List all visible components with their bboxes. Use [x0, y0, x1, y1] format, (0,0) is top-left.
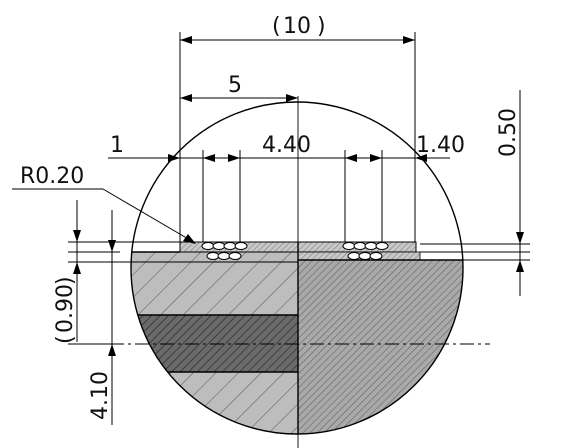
core-band-hatch [131, 315, 298, 372]
arrow-icon [108, 344, 116, 356]
paren-open: ( [272, 14, 281, 39]
paren-close-ref: ) [53, 276, 78, 285]
radius-leader [102, 188, 191, 241]
weld-bead-right [342, 242, 389, 260]
paren-open-ref: ( [53, 335, 78, 344]
arrow-icon [415, 154, 427, 162]
arrow-icon [403, 36, 415, 44]
arrow-icon [516, 260, 524, 272]
arrow-icon [108, 240, 116, 252]
dim-corner-radius: R0.20 [20, 164, 84, 189]
arrow-icon [516, 232, 524, 244]
arrow-icon [168, 154, 180, 162]
paren-close: ) [317, 14, 326, 39]
arrow-icon [228, 154, 240, 162]
dim-top-thickness: 0.50 [496, 108, 521, 157]
arrow-icon [180, 36, 192, 44]
arrow-icon [73, 230, 81, 242]
arrow-icon [203, 154, 215, 162]
arrow-icon [183, 234, 196, 244]
right-body-hatch [298, 260, 463, 434]
dim-right-offset: 1.40 [416, 133, 465, 158]
dim-ref-thickness: 0.90 [53, 284, 78, 333]
detail-circle [130, 101, 464, 435]
arrow-icon [345, 154, 357, 162]
dim-overall-width: 10 [283, 14, 311, 39]
arrow-icon [73, 262, 81, 274]
dim-depth: 4.10 [88, 371, 113, 420]
weld-bead-left [201, 242, 248, 260]
arrow-icon [370, 154, 382, 162]
arrow-icon [180, 94, 192, 102]
dim-half-width: 5 [228, 73, 242, 98]
dim-mid-span: 4.40 [262, 133, 311, 158]
arrow-icon [286, 94, 298, 102]
dim-left-offset: 1 [110, 133, 124, 158]
section-content [131, 241, 463, 434]
